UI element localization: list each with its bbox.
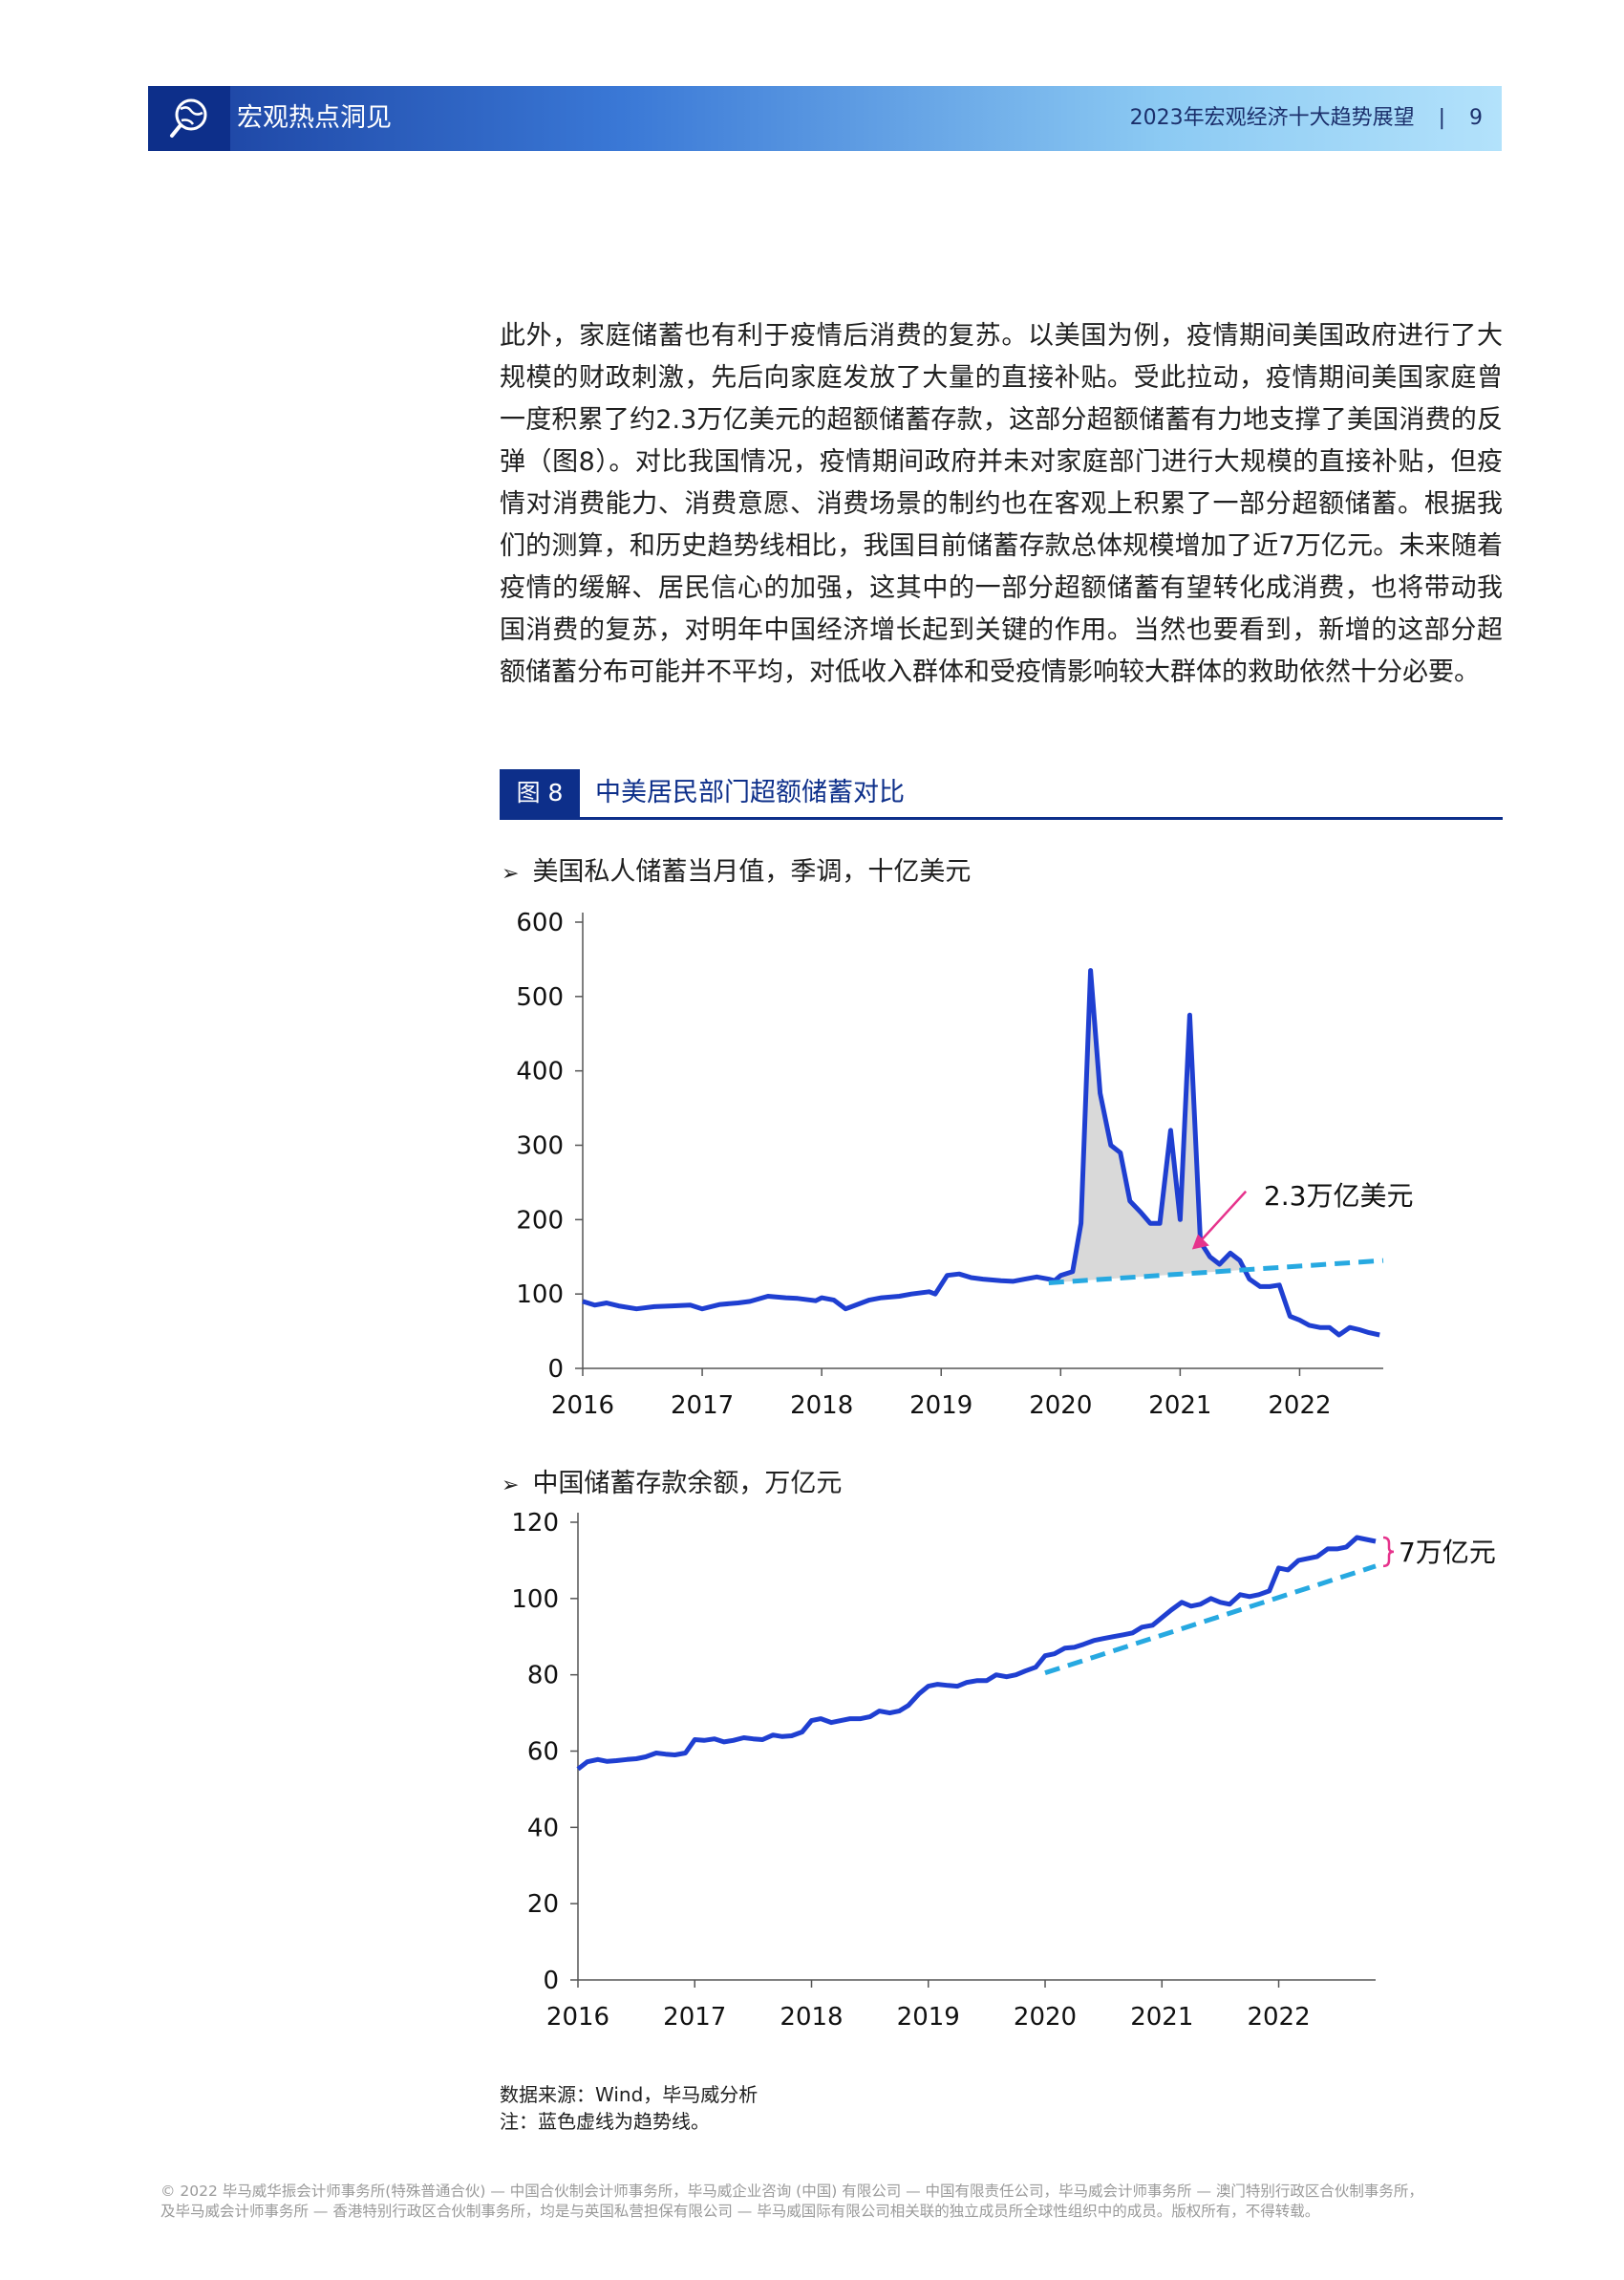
x-tick-label: 2018	[790, 1391, 853, 1420]
x-tick-label: 2020	[1029, 1391, 1092, 1420]
page-number: 9	[1469, 106, 1483, 130]
chart-note: 注：蓝色虚线为趋势线。	[500, 2110, 710, 2133]
chart1-subtitle: ➢ 美国私人储蓄当月值，季调，十亿美元	[502, 850, 971, 888]
us-savings-chart: 0 100 200 300 400 500 600 2016 2017 2018 2019 2020 2…	[516, 909, 1414, 1420]
x-tick-label: 2022	[1247, 2003, 1310, 2032]
chart2-title: 中国储蓄存款余额，万亿元	[532, 1469, 843, 1498]
annotation-label: 2.3万亿美元	[1264, 1180, 1414, 1212]
header-separator: |	[1438, 106, 1445, 130]
x-tick-label: 2018	[780, 2003, 843, 2032]
annotation-label: 7万亿元	[1399, 1537, 1496, 1568]
body-paragraph: 此外，家庭储蓄也有利于疫情后消费的复苏。以美国为例，疫情期间美国政府进行了大规模…	[500, 321, 1503, 687]
header-right: 2023年宏观经济十大趋势展望 | 9	[1130, 86, 1483, 151]
china-deposits-chart: 0 20 40 60 80 100 120 2016 2017 2018 2019 2020 2021 2…	[511, 1510, 1496, 2032]
x-tick-label: 2017	[671, 1391, 734, 1420]
actual-series-line	[582, 968, 1380, 1338]
y-tick-label: 100	[516, 1280, 564, 1309]
y-tick-label: 600	[516, 909, 564, 937]
x-tick-label: 2022	[1268, 1391, 1331, 1420]
y-tick-label: 400	[516, 1058, 564, 1086]
y-tick-label: 120	[511, 1510, 559, 1538]
trend-line	[1048, 1258, 1384, 1285]
data-source: 数据来源：Wind，毕马威分析	[500, 2083, 759, 2106]
globe-magnifier-icon	[170, 98, 207, 138]
footer-line-1: © 2022 毕马威华振会计师事务所(特殊普通合伙) — 中国合伙制会计师事务所…	[160, 2183, 1423, 2200]
bullet-arrow-icon: ➢	[502, 1473, 520, 1497]
header-band	[148, 86, 1502, 151]
actual-series-line	[576, 1535, 1377, 1772]
x-tick-label: 2020	[1014, 2003, 1077, 2032]
chart1-title: 美国私人储蓄当月值，季调，十亿美元	[532, 857, 972, 887]
y-tick-label: 0	[547, 1355, 564, 1384]
report-title: 2023年宏观经济十大趋势展望	[1129, 106, 1415, 130]
figure-title-bar: 图 8 中美居民部门超额储蓄对比	[500, 769, 1503, 820]
chart2-subtitle: ➢ 中国储蓄存款余额，万亿元	[502, 1462, 842, 1499]
figure-number: 图 8	[500, 769, 580, 817]
x-tick-label: 2019	[909, 1391, 972, 1420]
x-tick-label: 2021	[1148, 1391, 1211, 1420]
annotation-arrow-line	[1200, 1190, 1248, 1241]
x-tick-label: 2016	[551, 1391, 614, 1420]
header-logo	[148, 86, 230, 151]
y-tick-label: 0	[543, 1967, 559, 1995]
y-tick-label: 80	[527, 1662, 559, 1690]
annotation-arrow-head	[1191, 1234, 1209, 1250]
x-tick-label: 2021	[1130, 2003, 1193, 2032]
y-tick-label: 500	[516, 983, 564, 1012]
y-tick-label: 300	[516, 1132, 564, 1161]
y-tick-label: 100	[511, 1585, 559, 1614]
bullet-arrow-icon: ➢	[502, 862, 520, 886]
source-note: 数据来源：Wind，毕马威分析 注：蓝色虚线为趋势线。	[500, 2081, 758, 2135]
y-tick-label: 200	[516, 1206, 564, 1235]
x-tick-label: 2019	[897, 2003, 960, 2032]
x-tick-label: 2017	[663, 2003, 726, 2032]
excess-savings-area	[1048, 970, 1261, 1283]
y-tick-label: 40	[527, 1814, 559, 1842]
footer-line-2: 及毕马威会计师事务所 — 香港特别行政区合伙制事务所，均是与英国私营担保有限公司…	[160, 2203, 1320, 2220]
figure-title: 中美居民部门超额储蓄对比	[595, 778, 905, 807]
y-tick-label: 20	[527, 1890, 559, 1919]
trend-line	[1044, 1563, 1377, 1676]
footer-copyright: © 2022 毕马威华振会计师事务所(特殊普通合伙) — 中国合伙制会计师事务所…	[160, 2182, 1503, 2222]
section-title: 宏观热点洞见	[237, 103, 392, 133]
y-tick-label: 60	[527, 1738, 559, 1767]
annotation-brace	[1382, 1536, 1395, 1568]
x-tick-label: 2016	[546, 2003, 609, 2032]
